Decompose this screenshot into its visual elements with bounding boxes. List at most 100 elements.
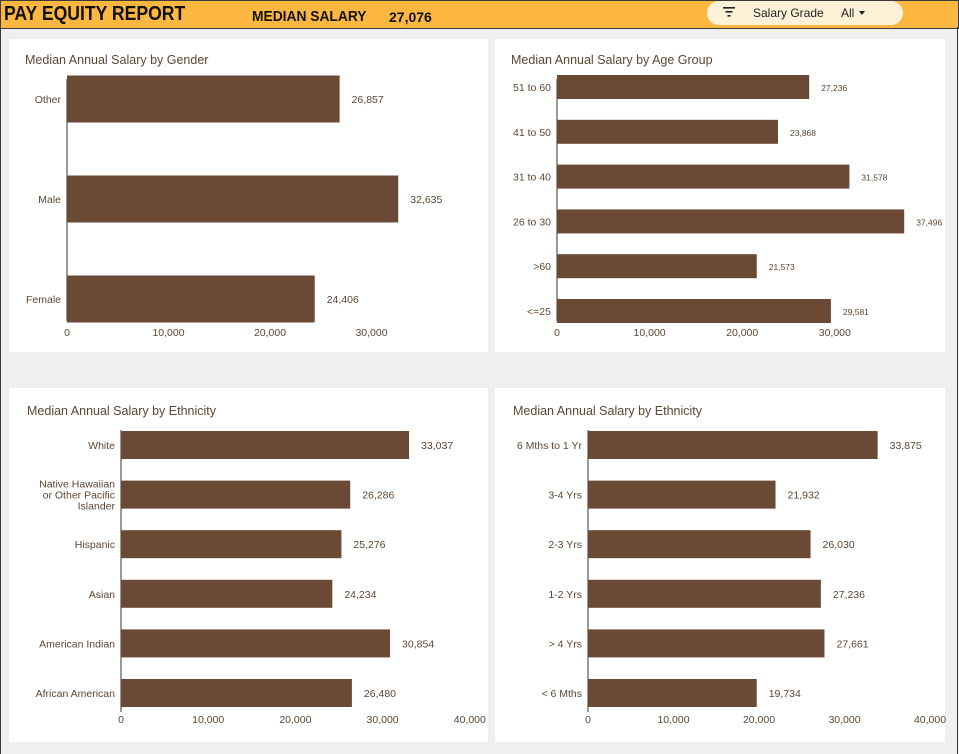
salary-grade-dropdown[interactable]: All bbox=[841, 6, 855, 20]
category-label: >60 bbox=[533, 261, 551, 273]
data-label: 25,276 bbox=[353, 539, 385, 551]
gender-bar-chart: 26,857 Other 32,635 Male 24,406 Female 0 10,000… bbox=[26, 75, 443, 339]
category-label: 6 Mths to 1 Yr bbox=[517, 440, 583, 452]
bar bbox=[557, 254, 757, 279]
tick-label: 40,000 bbox=[454, 714, 486, 726]
data-label: 26,286 bbox=[362, 490, 394, 502]
category-label: 2-3 Yrs bbox=[548, 539, 582, 551]
tick-label: 30,000 bbox=[367, 714, 399, 726]
tick-label: 20,000 bbox=[726, 327, 758, 339]
category-label: White bbox=[88, 440, 115, 452]
tick-label: 30,000 bbox=[828, 714, 860, 726]
data-label: 27,236 bbox=[821, 83, 847, 93]
bar bbox=[121, 679, 352, 707]
data-label: 23,868 bbox=[790, 128, 816, 138]
bar bbox=[121, 480, 351, 509]
bar bbox=[557, 75, 810, 99]
category-label: 41 to 50 bbox=[513, 127, 551, 139]
category-label: Other bbox=[35, 94, 62, 106]
caret-down-icon[interactable] bbox=[859, 11, 865, 15]
salary-grade-label: Salary Grade bbox=[753, 6, 824, 20]
data-label: 33,037 bbox=[421, 440, 453, 452]
chart-title: Median Annual Salary by Age Group bbox=[511, 53, 713, 67]
bar bbox=[557, 299, 831, 323]
report-title: PAY EQUITY REPORT bbox=[4, 3, 186, 25]
tick-label: 10,000 bbox=[634, 327, 666, 339]
chart-title: Median Annual Salary by Ethnicity bbox=[27, 404, 216, 418]
chart-title: Median Annual Salary by Gender bbox=[25, 53, 209, 67]
tick-label: 20,000 bbox=[254, 327, 286, 339]
data-label: 24,234 bbox=[344, 589, 376, 601]
tick-label: 30,000 bbox=[355, 327, 387, 339]
bar bbox=[121, 431, 410, 459]
salary-grade-filter[interactable]: Salary Grade All bbox=[707, 1, 903, 25]
tick-label: 10,000 bbox=[152, 327, 184, 339]
chart-title: Median Annual Salary by Ethnicity bbox=[513, 404, 702, 418]
tick-label: 20,000 bbox=[279, 714, 311, 726]
filter-icon[interactable] bbox=[723, 7, 735, 17]
category-label: 3-4 Yrs bbox=[548, 490, 582, 502]
data-label: 32,635 bbox=[410, 194, 442, 206]
category-label: <=25 bbox=[527, 306, 551, 318]
bar bbox=[588, 530, 811, 559]
category-label: Asian bbox=[89, 589, 115, 601]
tick-label: 0 bbox=[118, 714, 124, 726]
data-label: 26,857 bbox=[352, 94, 384, 106]
category-label: Hispanic bbox=[75, 539, 115, 551]
tick-label: 20,000 bbox=[743, 714, 775, 726]
tick-label: 0 bbox=[585, 714, 591, 726]
age-group-bar-chart: 27,236 51 to 60 23,868 41 to 50 31,578 31 to … bbox=[513, 75, 942, 339]
category-label: African American bbox=[36, 688, 116, 700]
report-header: PAY EQUITY REPORT MEDIAN SALARY 27,076 S… bbox=[0, 0, 959, 29]
category-label: American Indian bbox=[39, 638, 115, 650]
data-label: 27,236 bbox=[833, 589, 865, 601]
frame-border-right bbox=[957, 27, 958, 754]
category-label: Male bbox=[38, 194, 61, 206]
data-label: 37,496 bbox=[916, 217, 942, 227]
category-label: 26 to 30 bbox=[513, 216, 551, 228]
data-label: 26,030 bbox=[823, 539, 855, 551]
bar bbox=[588, 629, 825, 658]
tick-label: 10,000 bbox=[657, 714, 689, 726]
bar bbox=[557, 209, 905, 234]
bar bbox=[121, 530, 342, 559]
bar bbox=[67, 175, 399, 223]
category-label: Female bbox=[26, 294, 61, 306]
data-label: 29,581 bbox=[843, 307, 869, 317]
category-label: Native Hawaiian bbox=[39, 479, 115, 491]
tenure-chart-panel: Median Annual Salary by Ethnicity 33,875… bbox=[495, 388, 946, 742]
tick-label: 0 bbox=[64, 327, 70, 339]
data-label: 26,480 bbox=[364, 688, 396, 700]
bar bbox=[121, 579, 333, 608]
tick-label: 10,000 bbox=[192, 714, 224, 726]
tenure-bar-chart: 33,875 6 Mths to 1 Yr 21,932 3-4 Yrs 26,030 2… bbox=[517, 430, 946, 726]
tick-label: 40,000 bbox=[914, 714, 946, 726]
bar bbox=[557, 119, 779, 144]
bar bbox=[588, 480, 776, 509]
age-group-chart-panel: Median Annual Salary by Age Group 27,236… bbox=[495, 39, 945, 352]
bar bbox=[67, 75, 340, 123]
data-label: 30,854 bbox=[402, 638, 434, 650]
tick-label: 0 bbox=[554, 327, 560, 339]
median-salary-value: 27,076 bbox=[389, 9, 432, 25]
category-label: Islander bbox=[78, 501, 116, 513]
category-label: < 6 Mths bbox=[541, 688, 582, 700]
category-label: > 4 Yrs bbox=[549, 638, 582, 650]
bar bbox=[588, 431, 878, 459]
category-label: 51 to 60 bbox=[513, 82, 551, 94]
median-salary-label: MEDIAN SALARY bbox=[252, 8, 367, 25]
bar bbox=[121, 629, 391, 658]
ethnicity-chart-panel: Median Annual Salary by Ethnicity 33,037… bbox=[9, 388, 488, 742]
data-label: 24,406 bbox=[327, 294, 359, 306]
bar bbox=[588, 579, 821, 608]
bar bbox=[67, 275, 315, 323]
tick-label: 30,000 bbox=[819, 327, 851, 339]
category-label: or Other Pacific bbox=[43, 490, 115, 502]
gender-chart-panel: Median Annual Salary by Gender 26,857 Oth… bbox=[9, 39, 488, 352]
data-label: 21,932 bbox=[788, 490, 820, 502]
category-label: 31 to 40 bbox=[513, 172, 551, 184]
data-label: 27,661 bbox=[837, 638, 869, 650]
bar bbox=[557, 164, 850, 189]
data-label: 21,573 bbox=[769, 262, 795, 272]
